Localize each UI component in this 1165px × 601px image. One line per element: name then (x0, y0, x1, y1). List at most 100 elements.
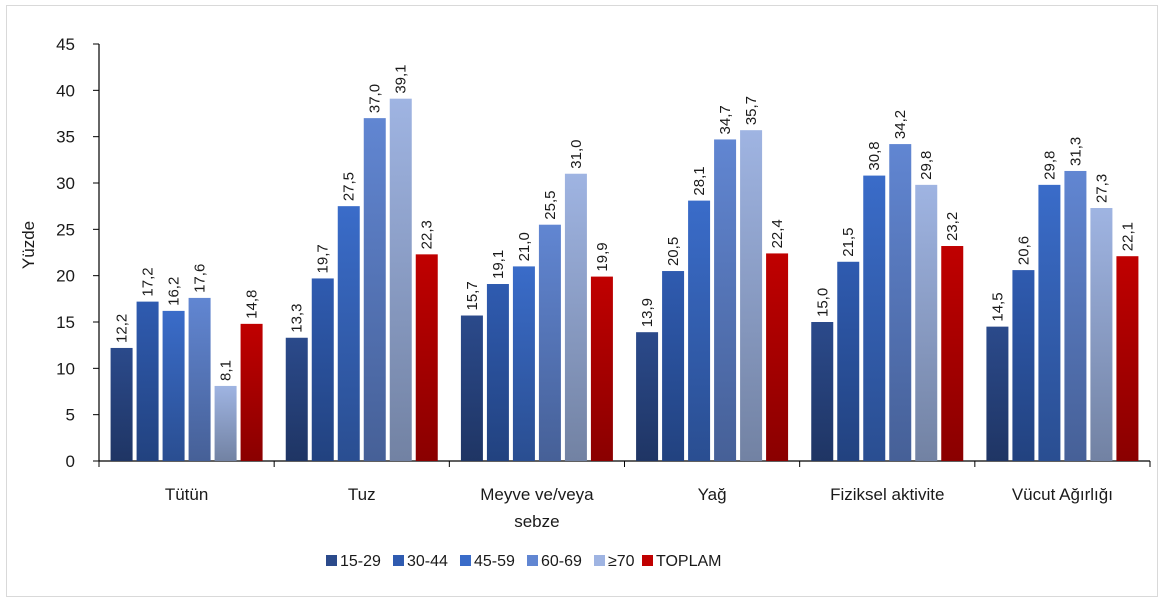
bar (311, 278, 334, 461)
legend-label: ≥70 (608, 553, 635, 570)
data-label: 22,3 (419, 220, 436, 249)
bar (486, 284, 509, 461)
bar (389, 98, 412, 461)
legend-label: 15-29 (340, 553, 381, 570)
y-tick-label: 40 (56, 81, 75, 100)
data-label: 19,1 (490, 250, 507, 279)
bar (162, 310, 185, 461)
bars (110, 98, 1139, 462)
bar (337, 206, 360, 461)
bar (889, 144, 912, 461)
data-label: 12,2 (114, 314, 131, 343)
data-label: 30,8 (866, 141, 883, 170)
data-label: 34,7 (717, 105, 734, 134)
data-label: 29,8 (1041, 151, 1058, 180)
data-label: 8,1 (218, 360, 235, 381)
data-label: 17,2 (140, 267, 157, 296)
bar (1012, 270, 1035, 461)
bar (1064, 170, 1087, 461)
y-tick-label: 45 (56, 35, 75, 54)
bar (662, 271, 685, 461)
data-label: 31,0 (568, 140, 585, 169)
x-tick-label: Meyve ve/veya (480, 485, 594, 504)
bar (512, 266, 535, 461)
data-label: 19,9 (594, 242, 611, 271)
data-label: 25,5 (542, 190, 559, 219)
data-label: 20,5 (665, 237, 682, 266)
bar (285, 337, 308, 461)
data-label: 15,7 (464, 281, 481, 310)
legend-swatch (594, 555, 605, 566)
bar (110, 347, 133, 461)
data-label: 29,8 (918, 151, 935, 180)
y-tick-label: 15 (56, 313, 75, 332)
data-label: 21,0 (516, 232, 533, 261)
data-label: 16,2 (166, 277, 183, 306)
y-tick-label: 5 (66, 406, 75, 425)
data-label: 14,5 (989, 292, 1006, 321)
bar (986, 326, 1009, 461)
y-tick-label: 35 (56, 128, 75, 147)
value-labels: 12,2 17,2 16,2 17,6 8,1 14,8 13,3 19,7 27,5 37,0 3… (114, 64, 1137, 380)
x-tick-label: sebze (514, 512, 559, 531)
legend-swatch (326, 555, 337, 566)
y-tick-label: 30 (56, 174, 75, 193)
data-label: 27,3 (1093, 174, 1110, 203)
y-axis-title: Yüzde (19, 221, 38, 269)
bar (941, 246, 964, 461)
legend-swatch (393, 555, 404, 566)
bar (740, 130, 763, 461)
bar (136, 301, 159, 461)
x-tick-label: Tütün (165, 485, 208, 504)
data-label: 21,5 (840, 228, 857, 257)
bar (811, 322, 834, 461)
bar (538, 224, 561, 461)
y-tick-label: 20 (56, 267, 75, 286)
data-label: 13,3 (289, 304, 306, 333)
bar (636, 332, 659, 461)
legend-label: TOPLAM (656, 553, 722, 570)
data-label: 37,0 (367, 84, 384, 113)
bar (766, 253, 789, 461)
data-label: 20,6 (1015, 236, 1032, 265)
data-label: 27,5 (341, 172, 358, 201)
bar (240, 323, 263, 461)
data-label: 28,1 (691, 166, 708, 195)
data-label: 35,7 (743, 96, 760, 125)
data-label: 13,9 (639, 298, 656, 327)
bar (915, 184, 938, 461)
bar (688, 200, 711, 461)
bar (1038, 184, 1061, 461)
bar (564, 173, 587, 461)
y-axis: 0 5 10 15 20 25 30 35 40 45 (56, 35, 100, 471)
legend-label: 60-69 (541, 553, 582, 570)
legend-swatch (527, 555, 538, 566)
x-tick-label: Yağ (698, 485, 727, 504)
data-label: 34,2 (892, 110, 909, 139)
bar (590, 276, 613, 461)
bar (714, 139, 737, 462)
legend-swatch (460, 555, 471, 566)
bar (363, 118, 386, 461)
data-label: 14,8 (244, 290, 261, 319)
bar (1090, 208, 1113, 461)
x-tick-label: Fiziksel aktivite (830, 485, 944, 504)
data-label: 31,3 (1067, 137, 1084, 166)
legend-label: 45-59 (474, 553, 515, 570)
x-tick-label: Tuz (348, 485, 376, 504)
legend-swatch (642, 555, 653, 566)
data-label: 19,7 (315, 244, 332, 273)
y-tick-label: 25 (56, 220, 75, 239)
bar (415, 254, 438, 461)
data-label: 22,4 (769, 219, 786, 248)
x-axis: Tütün Tuz Meyve ve/veya sebze Yağ Fiziksel ak… (98, 460, 1151, 531)
bar (188, 297, 211, 461)
x-tick-label: Vücut Ağırlığı (1012, 485, 1113, 504)
bar (1116, 256, 1139, 461)
bar (460, 315, 483, 461)
legend: 15-29 30-44 45-59 60-69 ≥70 TOPLAM (326, 553, 722, 570)
legend-label: 30-44 (407, 553, 448, 570)
bar (837, 261, 860, 461)
bar (863, 175, 886, 461)
